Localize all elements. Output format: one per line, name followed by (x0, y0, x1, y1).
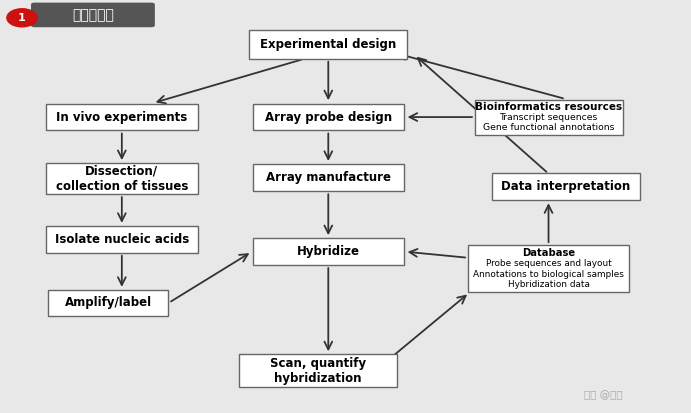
Text: 实验流程图: 实验流程图 (72, 8, 114, 22)
FancyBboxPatch shape (239, 354, 397, 387)
Text: 1: 1 (18, 13, 26, 23)
FancyBboxPatch shape (492, 173, 640, 200)
Text: Array manufacture: Array manufacture (266, 171, 391, 184)
Text: In vivo experiments: In vivo experiments (56, 111, 187, 123)
FancyBboxPatch shape (48, 290, 169, 316)
Text: Hybridization data: Hybridization data (508, 280, 589, 289)
FancyBboxPatch shape (46, 226, 198, 253)
FancyBboxPatch shape (468, 245, 630, 292)
Text: Experimental design: Experimental design (261, 38, 397, 51)
FancyBboxPatch shape (46, 163, 198, 194)
Text: 知乎 @小冲: 知乎 @小冲 (585, 390, 623, 400)
FancyBboxPatch shape (31, 2, 155, 27)
Text: Database: Database (522, 248, 575, 258)
FancyBboxPatch shape (253, 164, 404, 191)
Text: Data interpretation: Data interpretation (501, 180, 630, 193)
Text: Dissection/
collection of tissues: Dissection/ collection of tissues (56, 165, 188, 192)
FancyBboxPatch shape (46, 104, 198, 131)
FancyBboxPatch shape (253, 104, 404, 131)
Text: Annotations to biological samples: Annotations to biological samples (473, 270, 624, 279)
Text: Gene functional annotations: Gene functional annotations (483, 123, 614, 131)
Circle shape (7, 9, 37, 27)
Text: Array probe design: Array probe design (265, 111, 392, 123)
Text: Amplify/label: Amplify/label (64, 297, 151, 309)
Text: Isolate nucleic acids: Isolate nucleic acids (55, 233, 189, 246)
FancyBboxPatch shape (249, 30, 408, 59)
Text: Hybridize: Hybridize (297, 245, 360, 258)
Text: Transcript sequences: Transcript sequences (500, 113, 598, 121)
Text: Bioinformatics resources: Bioinformatics resources (475, 102, 622, 112)
Text: Scan, quantify
hybridization: Scan, quantify hybridization (270, 356, 366, 385)
FancyBboxPatch shape (475, 100, 623, 135)
FancyBboxPatch shape (253, 238, 404, 265)
Text: Probe sequences and layout: Probe sequences and layout (486, 259, 612, 268)
